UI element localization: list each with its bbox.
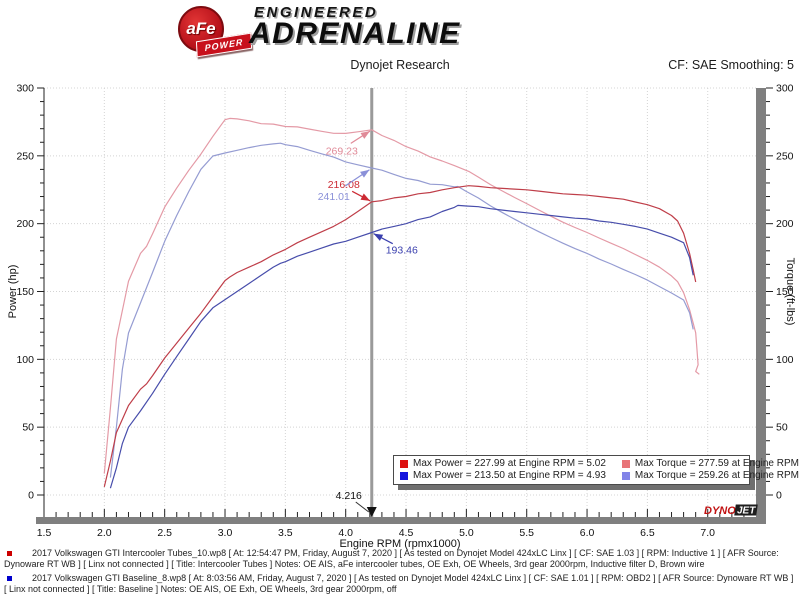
svg-text:100: 100	[776, 354, 794, 366]
svg-text:100: 100	[16, 354, 34, 366]
legend-item-max-power-blue: Max Power = 213.50 at Engine RPM = 4.93	[400, 470, 606, 481]
axis-titles: Power (hp) Torque (ft-lbs) Engine RPM (rpm…	[7, 258, 796, 550]
chart-axes: 0 0 50 50 100 100 150 150 200 200 250 250 300 300 1.5 2…	[16, 83, 793, 540]
chart-grid	[43, 87, 756, 517]
series-power-2	[103, 185, 697, 488]
legend-label: Max Torque = 259.26 at Engine RPM = 3.46	[634, 470, 800, 481]
annotation-193.46: 193.46	[386, 245, 418, 257]
annotation-269.23: 269.23	[326, 146, 358, 158]
legend-swatch-blue	[400, 471, 408, 480]
legend-swatch-red	[400, 459, 408, 468]
legend-swatch-lightblue	[621, 471, 630, 480]
svg-text:6.5: 6.5	[640, 527, 655, 539]
run-info-footer: 2017 Volkswagen GTI Intercooler Tubes_10…	[0, 548, 798, 597]
dyno-chart: 0 0 50 50 100 100 150 150 200 200 250 250 300 300 1.5 2…	[7, 83, 796, 551]
power-axis-label: Power (hp)	[7, 265, 19, 319]
cursor-value: 4.216	[336, 490, 377, 517]
chart-title: Dynojet Research	[350, 58, 450, 72]
run-marker-blue	[7, 575, 12, 581]
svg-text:50: 50	[22, 422, 34, 434]
annotation-241.01: 241.01	[318, 191, 350, 203]
svg-text:0: 0	[28, 490, 34, 502]
svg-text:2.0: 2.0	[97, 527, 112, 539]
svg-text:50: 50	[776, 422, 788, 434]
afe-logo-text: aFe	[186, 19, 216, 38]
cursor-value-label: 4.216	[336, 490, 362, 502]
dynojet-logo-jet: JET	[737, 506, 756, 517]
svg-text:3.5: 3.5	[278, 527, 293, 539]
curve-torque-intercooler-tubes	[103, 117, 700, 474]
curve-power-intercooler-tubes	[103, 185, 697, 488]
run-info-baseline: 2017 Volkswagen GTI Baseline_8.wp8 [ At:…	[0, 573, 798, 596]
curve-torque-baseline	[109, 142, 694, 478]
svg-text:200: 200	[776, 218, 794, 230]
run-marker-red	[7, 551, 12, 556]
svg-text:150: 150	[16, 286, 34, 298]
legend-item-max-torque-pink: Max Torque = 277.59 at Engine RPM = 3.04	[621, 458, 800, 469]
svg-text:5.0: 5.0	[459, 527, 474, 539]
run-info-intercooler: 2017 Volkswagen GTI Intercooler Tubes_10…	[0, 548, 798, 571]
svg-text:1.5: 1.5	[37, 527, 52, 539]
series-torque-0	[103, 117, 700, 474]
svg-text:5.5: 5.5	[519, 527, 534, 539]
legend-label: Max Torque = 277.59 at Engine RPM = 3.04	[634, 458, 800, 469]
legend-item-max-power-red: Max Power = 227.99 at Engine RPM = 5.02	[400, 458, 606, 469]
series-torque-1	[109, 142, 694, 478]
chart-legend: Max Power = 227.99 at Engine RPM = 5.02 …	[393, 455, 800, 485]
run-info-text: 2017 Volkswagen GTI Intercooler Tubes_10…	[4, 548, 779, 570]
legend-label: Max Power = 213.50 at Engine RPM = 4.93	[413, 470, 606, 481]
svg-text:300: 300	[776, 83, 794, 95]
svg-text:150: 150	[776, 286, 794, 298]
run-info-text: 2017 Volkswagen GTI Baseline_8.wp8 [ At:…	[4, 572, 794, 594]
legend-item-max-torque-lightblue: Max Torque = 259.26 at Engine RPM = 3.46	[621, 470, 800, 481]
series-power-3	[109, 204, 694, 489]
curve-power-baseline	[109, 204, 694, 489]
svg-text:4.0: 4.0	[338, 527, 353, 539]
correction-factor-label: CF: SAE Smoothing: 5	[668, 58, 794, 72]
legend-label: Max Power = 227.99 at Engine RPM = 5.02	[413, 458, 606, 469]
svg-text:0: 0	[776, 490, 782, 502]
dynojet-logo: DYNO JET	[704, 504, 758, 517]
svg-text:3.0: 3.0	[218, 527, 233, 539]
svg-text:250: 250	[16, 150, 34, 162]
rpm-axis-label: Engine RPM (rpmx1000)	[339, 538, 460, 550]
brand-engineered-text: ENGINEERED	[254, 4, 379, 21]
svg-text:200: 200	[16, 218, 34, 230]
svg-text:300: 300	[16, 83, 34, 95]
torque-axis-label: Torque (ft-lbs)	[784, 258, 796, 326]
brand-adrenaline-text: ADRENALINE	[249, 17, 461, 50]
legend-swatch-pink	[621, 459, 630, 468]
svg-text:4.5: 4.5	[399, 527, 414, 539]
svg-text:2.5: 2.5	[157, 527, 172, 539]
svg-text:6.0: 6.0	[580, 527, 595, 539]
dynojet-logo-dyno: DYNO	[704, 505, 736, 517]
annotation-216.08: 216.08	[328, 179, 360, 191]
svg-text:250: 250	[776, 150, 794, 162]
svg-text:7.0: 7.0	[700, 527, 715, 539]
